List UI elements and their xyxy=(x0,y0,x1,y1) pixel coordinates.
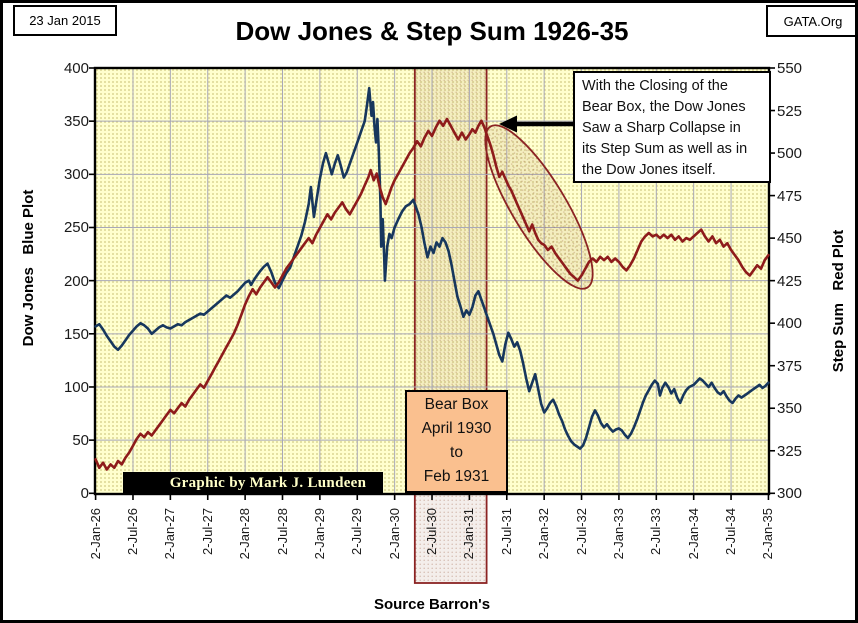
x-tick-label: 2-Jan-32 xyxy=(536,508,552,560)
annotation-box: With the Closing of the Bear Box, the Do… xyxy=(573,71,771,183)
y-right-tick-label: 425 xyxy=(777,272,803,290)
collapse-ellipse xyxy=(484,124,594,290)
y-right-tick-label: 375 xyxy=(777,357,803,375)
y-right-axis-label: Step Sum Red Plot xyxy=(830,229,847,373)
x-tick-label: 2-Jul-31 xyxy=(498,508,514,555)
y-right-tick-label: 325 xyxy=(777,442,803,460)
y-right-tick-label: 300 xyxy=(777,485,803,503)
annotation-line: With the Closing of the xyxy=(582,78,728,94)
y-left-tick-label: 250 xyxy=(63,219,89,237)
x-tick-label: 2-Jul-29 xyxy=(349,508,365,555)
x-tick-label: 2-Jan-34 xyxy=(685,508,701,560)
x-tick-label: 2-Jul-28 xyxy=(274,508,290,555)
chart-plot-svg xyxy=(89,66,775,584)
y-right-tick-label: 550 xyxy=(777,60,803,77)
org-text: GATA.Org xyxy=(783,13,843,29)
chart-title: Dow Jones & Step Sum 1926-35 xyxy=(235,16,629,46)
credit-box: Graphic by Mark J. Lundeen xyxy=(123,472,383,495)
x-tick-label: 2-Jul-33 xyxy=(648,508,664,555)
annotation-line: its Step Sum as well as in xyxy=(582,141,748,157)
x-tick-label: 2-Jul-32 xyxy=(573,508,589,555)
y-left-tick-label: 350 xyxy=(63,113,89,131)
x-tick-label: 2-Jul-27 xyxy=(199,508,215,555)
y-right-tick-label: 400 xyxy=(777,315,803,333)
annotation-line: the Dow Jones itself. xyxy=(582,162,716,178)
y-left-tick-label: 100 xyxy=(63,378,89,396)
y-right-tick-label: 500 xyxy=(777,145,803,163)
y-left-axis-label: Dow Jones Blue Plot xyxy=(20,189,37,347)
y-left-tick-label: 200 xyxy=(63,272,89,290)
y-left-tick-label: 0 xyxy=(80,485,89,503)
y-left-tick-label: 400 xyxy=(63,60,89,77)
x-tick-label: 2-Jan-28 xyxy=(237,508,253,560)
bear-box-label-line: to xyxy=(450,444,463,461)
annotation-line: Saw a Sharp Collapse in xyxy=(582,120,741,136)
y-right-tick-label: 350 xyxy=(777,400,803,418)
x-tick-label: 2-Jan-26 xyxy=(87,508,103,560)
y-right-tick-label: 450 xyxy=(777,230,803,248)
x-tick-label: 2-Jan-35 xyxy=(760,508,776,560)
date-stamp-box: 23 Jan 2015 xyxy=(13,5,117,36)
source-label: Source Barron's xyxy=(373,596,491,613)
y-left-tick-label: 150 xyxy=(63,325,89,343)
x-tick-label: 2-Jul-30 xyxy=(424,508,440,555)
org-box: GATA.Org xyxy=(766,5,855,37)
bear-box-label-line: Feb 1931 xyxy=(423,468,490,485)
bear-box-label-line: Bear Box xyxy=(424,396,489,413)
bear-box-band xyxy=(413,67,488,584)
step-sum-line xyxy=(94,117,770,471)
y-left-tick-label: 50 xyxy=(72,432,89,450)
x-tick-label: 2-Jan-33 xyxy=(610,508,626,560)
x-tick-label: 2-Jul-34 xyxy=(723,508,739,555)
dow-jones-line xyxy=(94,86,770,450)
x-tick-label: 2-Jul-26 xyxy=(124,508,140,555)
date-stamp-text: 23 Jan 2015 xyxy=(29,13,101,28)
annotation-line: Bear Box, the Dow Jones xyxy=(582,99,746,115)
y-right-tick-label: 525 xyxy=(777,102,803,120)
y-left-tick-label: 300 xyxy=(63,166,89,184)
bear-box-label-line: April 1930 xyxy=(421,420,492,437)
bear-box-label: Bear Box April 1930 to Feb 1931 xyxy=(405,390,508,493)
annotation-arrow-head xyxy=(499,115,517,133)
x-tick-label: 2-Jan-29 xyxy=(311,508,327,560)
x-tick-label: 2-Jan-31 xyxy=(461,508,477,560)
x-tick-label: 2-Jan-30 xyxy=(386,508,402,560)
y-right-tick-label: 475 xyxy=(777,187,803,205)
x-tick-label: 2-Jan-27 xyxy=(162,508,178,560)
